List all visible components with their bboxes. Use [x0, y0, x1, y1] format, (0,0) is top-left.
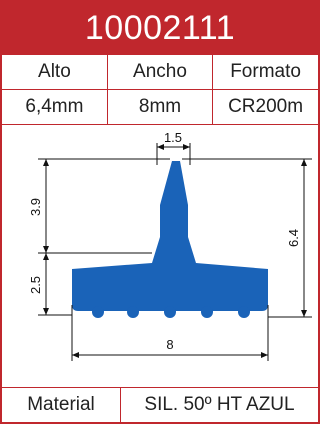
- seal-bump: [127, 306, 139, 318]
- spec-header-row: Alto Ancho Formato: [2, 54, 318, 90]
- material-label: Material: [2, 388, 121, 422]
- dim-top-width: 1.5: [156, 130, 191, 165]
- spec-header-formato: Formato: [212, 54, 318, 90]
- dim-lower-height: 2.5: [28, 253, 72, 316]
- product-code: 10002111: [84, 9, 236, 47]
- seal-bump: [164, 306, 176, 318]
- spec-value-row: 6,4mm 8mm CR200m: [2, 89, 318, 125]
- seal-bump: [238, 306, 250, 318]
- seal-bump: [92, 306, 104, 318]
- material-value: SIL. 50º HT AZUL: [144, 394, 295, 415]
- dim-top-width-label: 1.5: [164, 130, 182, 145]
- dim-total-height-label: 6.4: [286, 229, 301, 247]
- spec-header-alto: Alto: [2, 54, 108, 90]
- dim-lower-height-label: 2.5: [28, 276, 43, 294]
- dim-total-height: 6.4: [182, 158, 312, 318]
- dim-upper-height-label: 3.9: [28, 198, 43, 216]
- spec-value-ancho: 8mm: [106, 89, 214, 125]
- spec-value-formato: CR200m: [212, 89, 318, 125]
- seal-profile-shape: [72, 161, 268, 311]
- dim-base-width-label: 8: [166, 337, 173, 352]
- spec-table: Alto Ancho Formato 6,4mm 8mm CR200m: [2, 54, 318, 125]
- seal-bump: [201, 306, 213, 318]
- spec-header-ancho: Ancho: [106, 54, 214, 90]
- profile-diagram: 1.5 3.9 2.5 6.4: [28, 130, 312, 361]
- material-row: Material SIL. 50º HT AZUL: [2, 387, 318, 422]
- spec-value-alto: 6,4mm: [2, 89, 108, 125]
- dim-upper-height: 3.9: [28, 158, 170, 254]
- profile-drawing: 1.5 3.9 2.5 6.4: [2, 125, 318, 375]
- product-code-header: 10002111: [2, 2, 318, 54]
- dim-base-width: 8: [71, 305, 269, 361]
